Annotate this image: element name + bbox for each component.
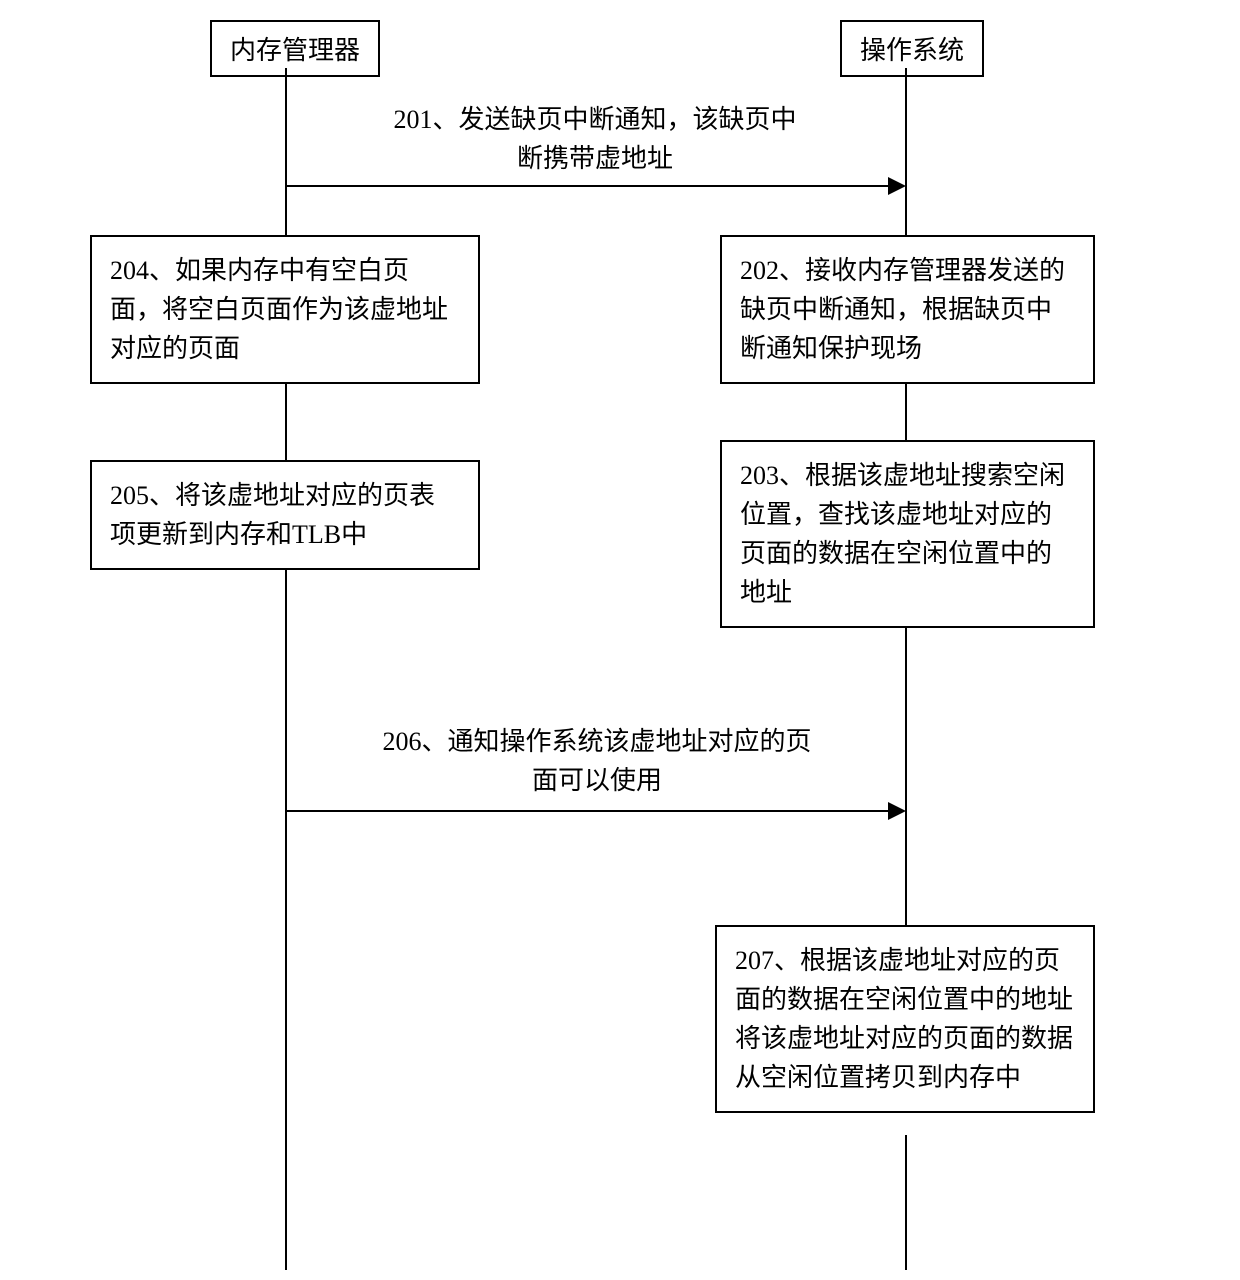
step-text: 204、如果内存中有空白页面，将空白页面作为该虚地址对应的页面 [110,256,448,363]
step-text: 203、根据该虚地址搜索空闲位置，查找该虚地址对应的页面的数据在空闲位置中的地址 [740,461,1065,607]
message-201-label: 201、发送缺页中断通知，该缺页中 断携带虚地址 [370,100,820,178]
msg-text-line1: 206、通知操作系统该虚地址对应的页 [352,722,842,761]
message-201-arrow [285,185,890,187]
step-203: 203、根据该虚地址搜索空闲位置，查找该虚地址对应的页面的数据在空闲位置中的地址 [720,440,1095,628]
msg-text-line2: 面可以使用 [352,761,842,800]
lifeline-os-seg2 [905,375,907,440]
actor-label: 内存管理器 [230,36,360,65]
step-202: 202、接收内存管理器发送的缺页中断通知，根据缺页中断通知保护现场 [720,235,1095,384]
actor-label: 操作系统 [860,36,964,65]
actor-operating-system: 操作系统 [840,20,984,77]
lifeline-memory-manager-seg1 [285,68,287,235]
step-text: 207、根据该虚地址对应的页面的数据在空闲位置中的地址将该虚地址对应的页面的数据… [735,946,1073,1092]
step-205: 205、将该虚地址对应的页表项更新到内存和TLB中 [90,460,480,570]
message-206-arrowhead [888,802,906,820]
step-204: 204、如果内存中有空白页面，将空白页面作为该虚地址对应的页面 [90,235,480,384]
step-207: 207、根据该虚地址对应的页面的数据在空闲位置中的地址将该虚地址对应的页面的数据… [715,925,1095,1113]
step-text: 202、接收内存管理器发送的缺页中断通知，根据缺页中断通知保护现场 [740,256,1065,363]
message-206-label: 206、通知操作系统该虚地址对应的页 面可以使用 [352,722,842,800]
sequence-diagram: 内存管理器 操作系统 201、发送缺页中断通知，该缺页中 断携带虚地址 204、… [0,0,1240,1280]
lifeline-memory-manager-seg3 [285,570,287,1270]
lifeline-os-seg4 [905,1135,907,1270]
actor-memory-manager: 内存管理器 [210,20,380,77]
msg-text-line2: 断携带虚地址 [370,139,820,178]
msg-text-line1: 201、发送缺页中断通知，该缺页中 [370,100,820,139]
lifeline-os-seg3 [905,615,907,925]
lifeline-os-seg1 [905,68,907,235]
lifeline-memory-manager-seg2 [285,375,287,460]
message-206-arrow [285,810,890,812]
step-text: 205、将该虚地址对应的页表项更新到内存和TLB中 [110,481,435,549]
message-201-arrowhead [888,177,906,195]
